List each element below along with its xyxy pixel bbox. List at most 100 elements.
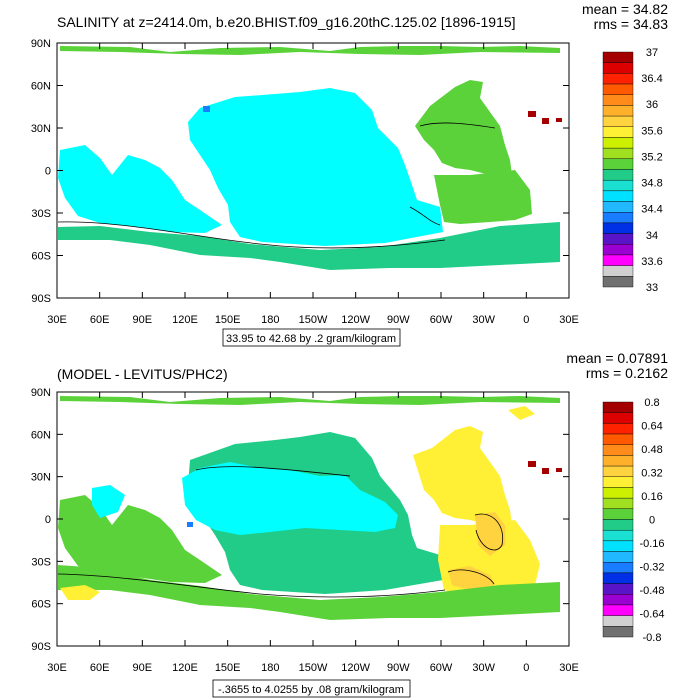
colorbar-label: 35.6 [641, 125, 662, 137]
colorbar-label: -0.64 [639, 609, 664, 621]
panel1-mean: mean = 34.82 [582, 1, 668, 17]
x-tick-label: 180 [261, 662, 279, 674]
y-tick-label: 30N [31, 472, 51, 484]
colorbar-label: 34.4 [641, 204, 662, 216]
x-tick-label: 30E [559, 314, 579, 326]
panel1-y-axis: 90N 60N 30N 0 30S 60S 90S [31, 38, 569, 305]
colorbar-swatch [602, 487, 634, 499]
panel1-contour-2 [419, 122, 496, 129]
colorbar-swatch [602, 572, 634, 584]
y-tick-label: 0 [45, 166, 51, 178]
panel1-contour-3 [409, 206, 441, 226]
panel2-indian [58, 495, 222, 583]
x-tick-label: 180 [261, 314, 279, 326]
panel1-map [56, 42, 570, 299]
colorbar-swatch [602, 529, 634, 542]
x-tick-label: 120W [341, 662, 370, 674]
panel2-contour-3 [474, 513, 504, 551]
colorbar-swatch [602, 233, 634, 245]
x-tick-label: 30E [47, 314, 67, 326]
panel1-colorbar: 37 36.4 36 35.6 35.2 34.8 34.4 34 33.6 33 [602, 47, 663, 294]
colorbar-swatch [602, 562, 634, 574]
colorbar-swatch [602, 626, 634, 638]
panel2-arctic [60, 396, 560, 405]
panel2-atl-patch-2 [448, 566, 495, 590]
x-tick-label: 90E [133, 662, 153, 674]
panel2-title: (MODEL - LEVITUS/PHC2) [57, 366, 228, 382]
panel1-contour-info-box [222, 328, 401, 347]
colorbar-swatch [602, 201, 634, 213]
x-tick-label: 120E [172, 662, 198, 674]
colorbar-label: 33.6 [641, 256, 662, 268]
colorbar-swatch [602, 126, 634, 138]
panel2-pacific-center [182, 462, 398, 535]
panel2-contour-2 [57, 573, 446, 598]
panel2-indian-cyan [92, 485, 125, 518]
panel1-atl-south [434, 170, 532, 224]
colorbar-swatch [602, 476, 634, 488]
colorbar-swatch [602, 276, 634, 288]
panel2-x-axis: 30E 60E 90E 120E 150E 180 150W 120W 90W 60W 30W 0 30… [47, 392, 579, 674]
panel1-med-blob-1 [528, 111, 536, 117]
colorbar-label: 0.32 [641, 468, 662, 480]
panel2-med-blob-2 [542, 468, 549, 474]
colorbar-label: 36.4 [641, 73, 662, 85]
y-tick-label: 30S [31, 556, 51, 568]
y-tick-label: 60N [31, 429, 51, 441]
colorbar-swatch [602, 179, 634, 192]
panel1-title: SALINITY at z=2414.0m, b.e20.BHIST.f09_g… [57, 14, 516, 30]
colorbar-swatch [602, 158, 634, 170]
colorbar-swatch [602, 115, 634, 127]
colorbar-swatch [602, 244, 634, 256]
panel1-rms: rms = 34.83 [594, 16, 669, 32]
x-tick-label: 150W [299, 662, 328, 674]
x-tick-label: 60W [430, 662, 453, 674]
colorbar-swatch [602, 212, 634, 224]
panel1-pacific [188, 88, 443, 246]
colorbar-swatch [602, 604, 634, 616]
x-tick-label: 120E [172, 314, 198, 326]
x-tick-label: 90W [387, 662, 410, 674]
x-tick-label: 30E [559, 662, 579, 674]
panel-salinity: SALINITY at z=2414.0m, b.e20.BHIST.f09_g… [31, 1, 669, 347]
x-tick-label: 120W [341, 314, 370, 326]
colorbar-swatch [602, 62, 634, 74]
y-tick-label: 60S [31, 599, 51, 611]
y-tick-label: 90N [31, 38, 51, 50]
panel1-southern-ocean [58, 222, 560, 270]
y-tick-label: 0 [45, 514, 51, 526]
colorbar-swatch [602, 519, 634, 531]
colorbar-swatch [602, 190, 634, 202]
y-tick-label: 30S [31, 208, 51, 220]
colorbar-swatch [602, 254, 634, 266]
colorbar-swatch [602, 147, 634, 160]
colorbar-label: 0 [649, 515, 655, 527]
colorbar-swatch [602, 465, 634, 477]
panel1-blue-patch [203, 106, 210, 112]
panel-difference: (MODEL - LEVITUS/PHC2) mean = 0.07891 rm… [31, 350, 668, 698]
panel2-contour-info-box [212, 679, 411, 698]
colorbar-swatch [602, 137, 634, 149]
panel1-med-blob-2 [542, 118, 549, 124]
colorbar-swatch [602, 105, 634, 117]
panel2-med-blob-1 [528, 461, 536, 467]
panel2-sw-yellow [60, 585, 100, 600]
colorbar-label: 33 [646, 282, 658, 294]
colorbar-swatch [602, 169, 634, 181]
colorbar-label: 34 [646, 230, 658, 242]
colorbar-swatch [602, 265, 634, 277]
colorbar-label: 0.8 [644, 397, 659, 409]
panel1-arctic [60, 46, 560, 55]
colorbar-label: 37 [646, 47, 658, 59]
colorbar-label: 36 [646, 99, 658, 111]
panel1-x-axis: 30E 60E 90E 120E 150E 180 150W 120W 90W 60W 30W 0 30… [47, 43, 579, 326]
colorbar-label: -0.32 [639, 562, 664, 574]
panel2-rms: rms = 0.2162 [586, 365, 668, 381]
colorbar-swatch [602, 433, 634, 445]
colorbar-swatch [602, 423, 634, 435]
colorbar-label: -0.16 [639, 538, 664, 550]
x-tick-label: 30E [47, 662, 67, 674]
colorbar-swatch [602, 51, 634, 63]
panel1-contour-1 [57, 221, 446, 249]
